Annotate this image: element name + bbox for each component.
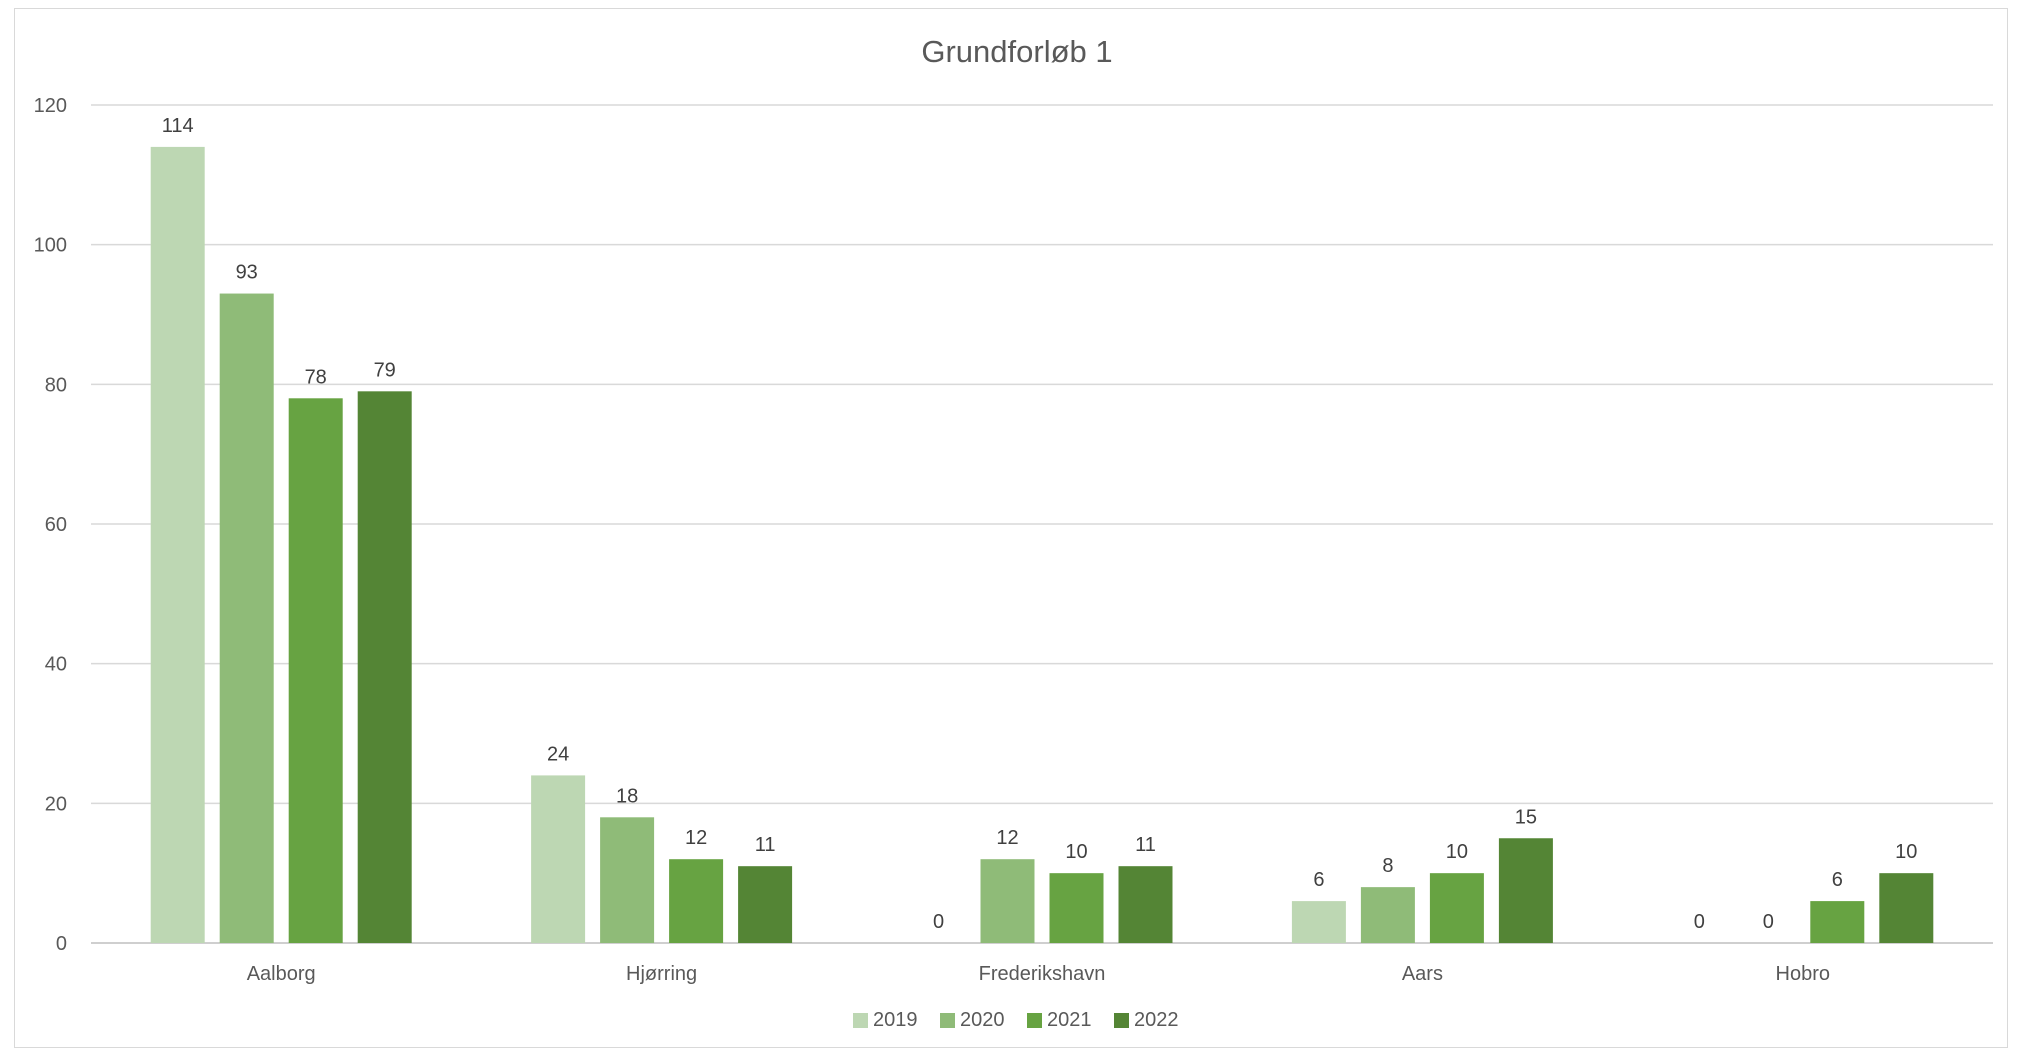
legend-label: 2020 — [960, 1009, 1005, 1031]
data-label: 93 — [236, 262, 258, 284]
bar-2021-Frederikshavn — [1049, 873, 1104, 943]
bar-2022-Aalborg — [357, 391, 412, 944]
y-tick-label: 100 — [34, 235, 67, 257]
x-tick-label: Hjørring — [626, 963, 697, 985]
data-label: 114 — [162, 115, 194, 137]
y-tick-label: 0 — [56, 933, 67, 955]
legend-swatch — [1027, 1013, 1042, 1028]
legend-item-2022: 2022 — [1114, 1009, 1179, 1031]
bar-2019-Hjørring — [531, 775, 586, 943]
x-tick-label: Aars — [1402, 963, 1443, 985]
bar-2022-Hjørring — [738, 866, 793, 943]
y-tick-label: 40 — [45, 654, 67, 676]
x-tick-label: Aalborg — [247, 963, 316, 985]
data-label: 78 — [305, 366, 327, 388]
bar-2020-Frederikshavn — [980, 859, 1035, 943]
legend-item-2020: 2020 — [940, 1009, 1005, 1031]
data-label: 11 — [1135, 834, 1156, 856]
data-label: 79 — [374, 359, 396, 381]
data-label: 10 — [1446, 841, 1468, 863]
legend-label: 2022 — [1134, 1009, 1179, 1031]
bars — [150, 146, 1934, 944]
bar-2021-Aalborg — [288, 398, 343, 943]
data-label: 0 — [1763, 911, 1774, 933]
y-tick-label: 80 — [45, 374, 67, 396]
x-tick-label: Hobro — [1776, 963, 1830, 985]
bar-2022-Aars — [1498, 838, 1553, 943]
legend-item-2019: 2019 — [853, 1009, 918, 1031]
legend: 2019 2020 2021 2022 — [853, 1009, 1179, 1031]
data-label: 6 — [1832, 869, 1843, 891]
data-label: 8 — [1382, 855, 1393, 877]
bar-2022-Frederikshavn — [1118, 866, 1173, 943]
bar-2020-Hjørring — [600, 817, 655, 943]
chart-frame: Grundforløb 1 0 20 40 60 80 100 120 114 93 78 79 2… — [14, 8, 2008, 1048]
data-label: 11 — [755, 834, 776, 856]
data-label: 12 — [685, 827, 707, 849]
y-tick-label: 60 — [45, 514, 67, 536]
legend-item-2021: 2021 — [1027, 1009, 1092, 1031]
bar-2020-Aalborg — [219, 293, 274, 943]
bar-2019-Aars — [1291, 901, 1346, 943]
data-label: 12 — [996, 827, 1018, 849]
y-tick-label: 20 — [45, 793, 67, 815]
x-axis-ticks: Aalborg Hjørring Frederikshavn Aars Hobro — [247, 963, 1830, 985]
y-tick-label: 120 — [34, 95, 67, 117]
x-tick-label: Frederikshavn — [979, 963, 1106, 985]
bar-2022-Hobro — [1879, 873, 1934, 943]
legend-swatch — [940, 1013, 955, 1028]
data-label: 10 — [1065, 841, 1087, 863]
bar-2021-Hjørring — [669, 859, 724, 943]
data-label: 10 — [1895, 841, 1917, 863]
data-label: 0 — [1694, 911, 1705, 933]
legend-swatch — [1114, 1013, 1129, 1028]
bar-2019-Aalborg — [150, 146, 205, 943]
chart-title: Grundforløb 1 — [921, 34, 1112, 69]
legend-swatch — [853, 1013, 868, 1028]
data-labels: 114 93 78 79 24 18 12 11 0 12 10 11 6 8 10 15 0 0 6 10 — [162, 115, 1918, 933]
data-label: 18 — [616, 785, 638, 807]
legend-label: 2019 — [873, 1009, 918, 1031]
data-label: 15 — [1515, 806, 1537, 828]
data-label: 0 — [933, 911, 944, 933]
data-label: 6 — [1313, 869, 1324, 891]
bar-2021-Hobro — [1810, 901, 1865, 943]
data-label: 24 — [547, 743, 569, 765]
bar-2020-Aars — [1360, 887, 1415, 943]
legend-label: 2021 — [1047, 1009, 1092, 1031]
y-axis-ticks: 0 20 40 60 80 100 120 — [34, 95, 67, 955]
bar-2021-Aars — [1429, 873, 1484, 943]
